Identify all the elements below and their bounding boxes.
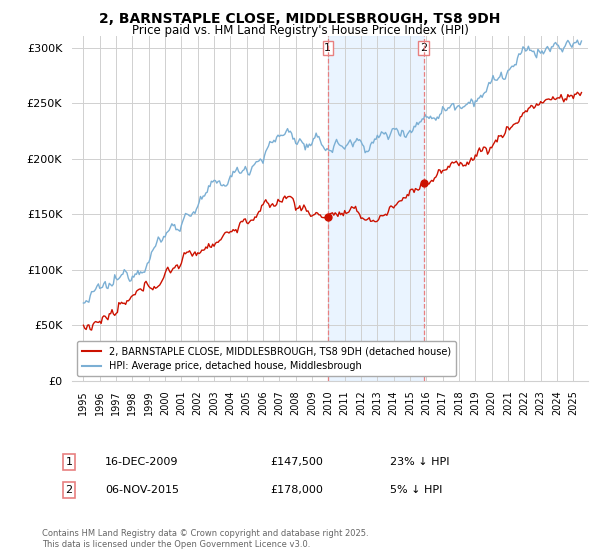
Text: Price paid vs. HM Land Registry's House Price Index (HPI): Price paid vs. HM Land Registry's House …: [131, 24, 469, 37]
Text: 5% ↓ HPI: 5% ↓ HPI: [390, 485, 442, 495]
Text: 2, BARNSTAPLE CLOSE, MIDDLESBROUGH, TS8 9DH: 2, BARNSTAPLE CLOSE, MIDDLESBROUGH, TS8 …: [100, 12, 500, 26]
Text: £147,500: £147,500: [270, 457, 323, 467]
Legend: 2, BARNSTAPLE CLOSE, MIDDLESBROUGH, TS8 9DH (detached house), HPI: Average price: 2, BARNSTAPLE CLOSE, MIDDLESBROUGH, TS8 …: [77, 342, 456, 376]
Text: 16-DEC-2009: 16-DEC-2009: [105, 457, 179, 467]
Text: 06-NOV-2015: 06-NOV-2015: [105, 485, 179, 495]
Text: 2: 2: [65, 485, 73, 495]
Text: 1: 1: [65, 457, 73, 467]
Text: Contains HM Land Registry data © Crown copyright and database right 2025.
This d: Contains HM Land Registry data © Crown c…: [42, 529, 368, 549]
Text: 1: 1: [324, 43, 331, 53]
Text: 23% ↓ HPI: 23% ↓ HPI: [390, 457, 449, 467]
Text: £178,000: £178,000: [270, 485, 323, 495]
Text: 2: 2: [420, 43, 427, 53]
Bar: [328, 36, 424, 381]
